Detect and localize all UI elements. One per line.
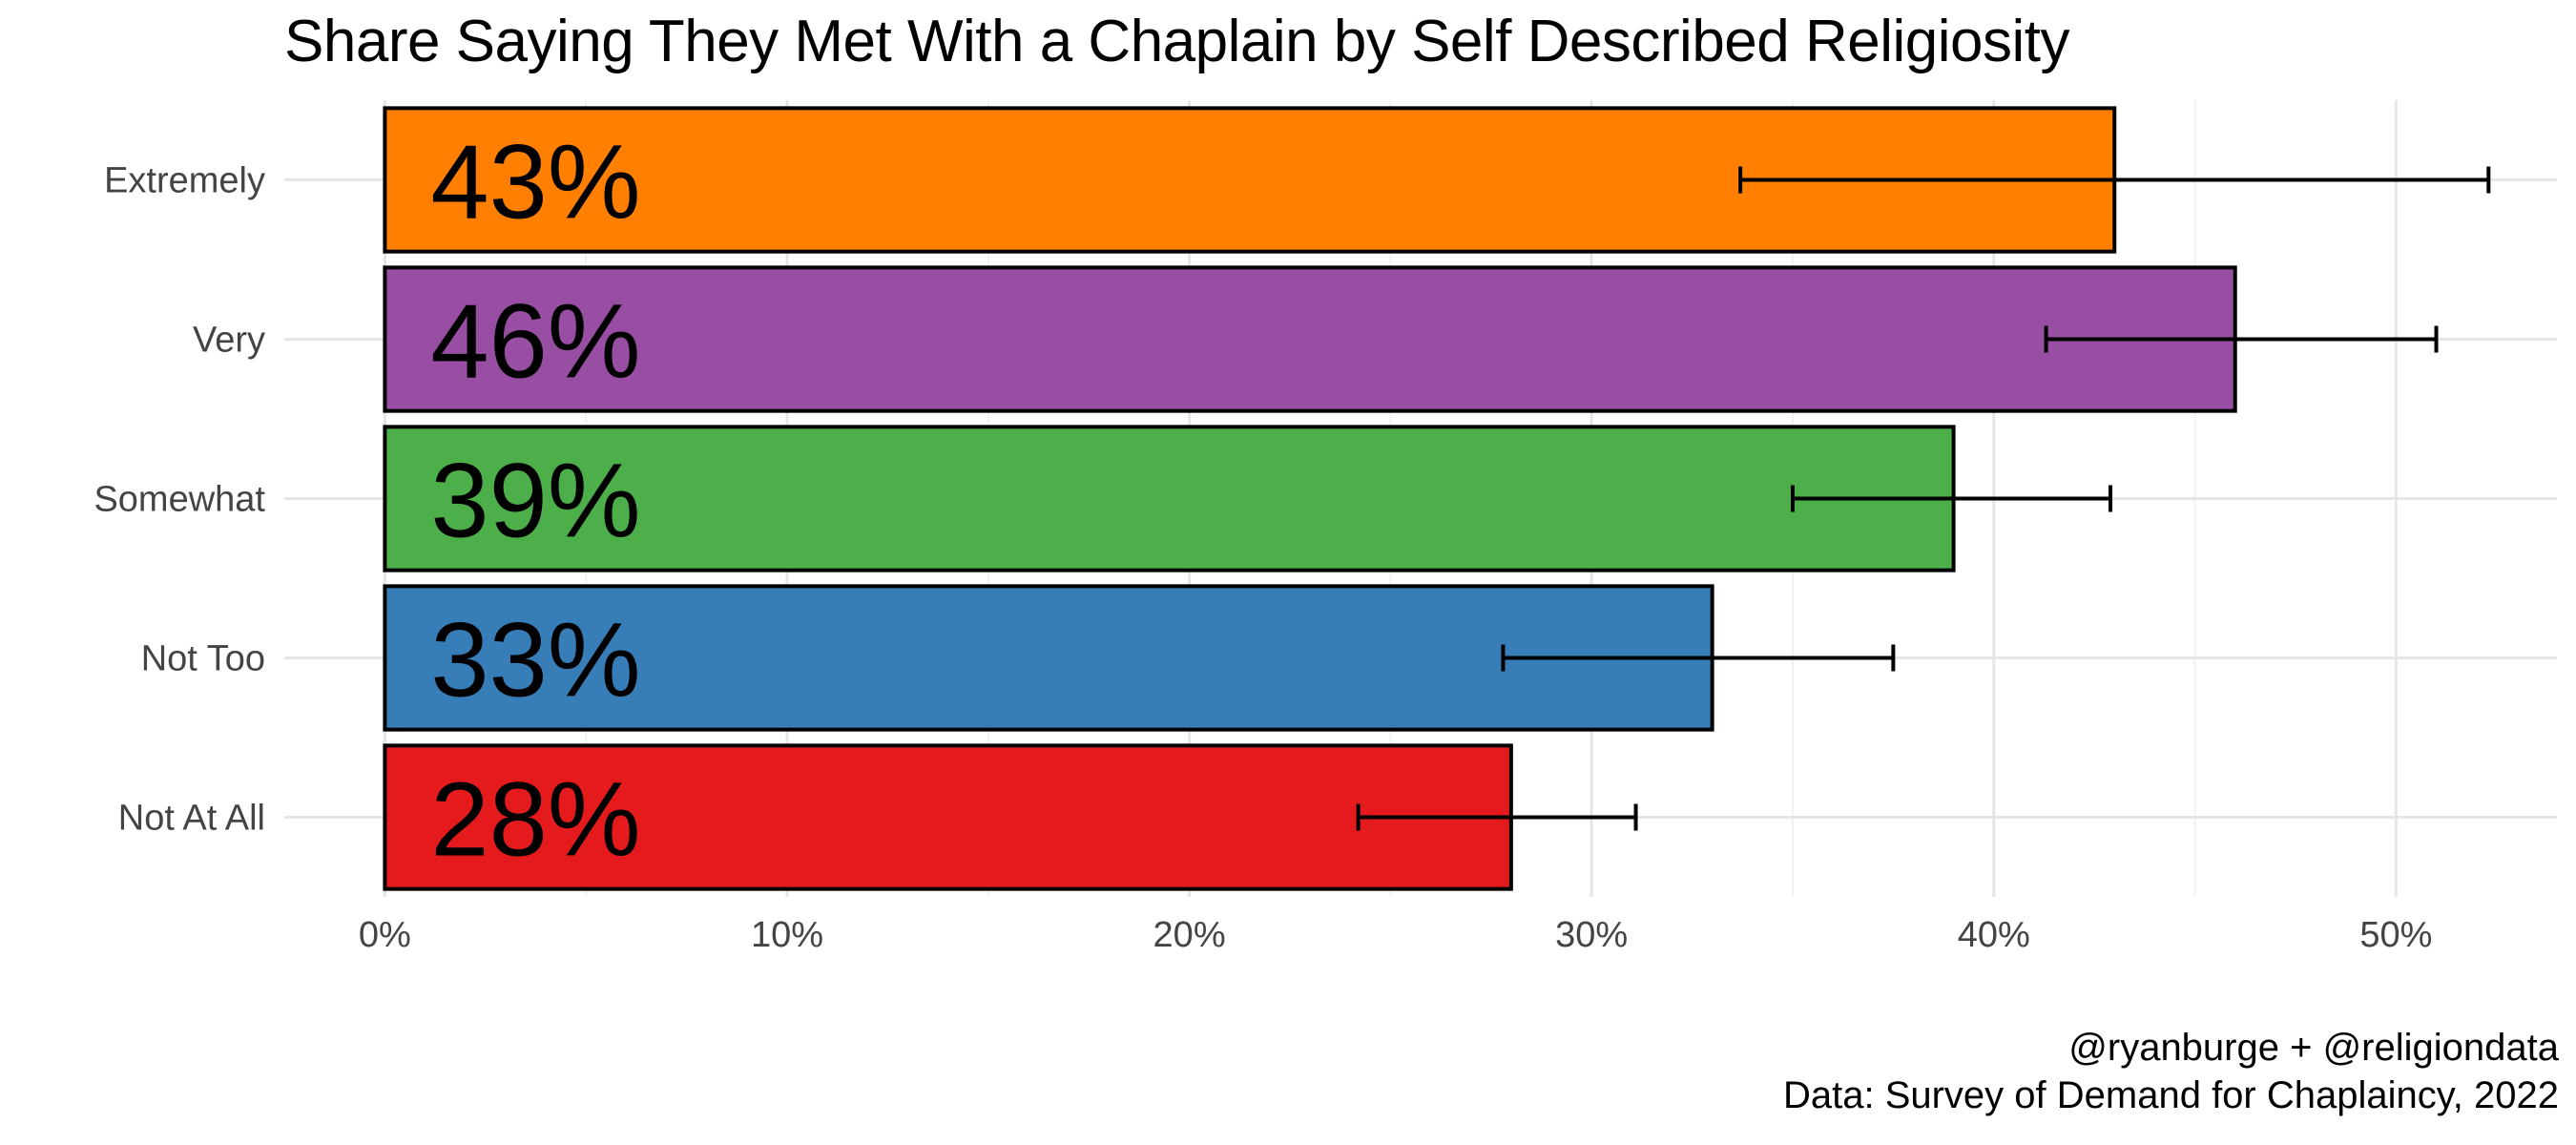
category-labels: Extremely Very Somewhat Not Too Not At All	[93, 161, 265, 839]
error-bar	[1501, 644, 1896, 672]
error-bar	[1738, 166, 2491, 194]
x-tick-label: 50%	[2359, 915, 2432, 955]
bars	[383, 106, 2237, 891]
x-tick-label: 40%	[1958, 915, 2030, 955]
value-labels: 43% 46% 39% 33% 28%	[430, 124, 640, 879]
caption-source: Data: Survey of Demand for Chaplaincy, 2…	[1782, 1074, 2559, 1116]
category-label: Not Too	[141, 639, 265, 679]
category-label: Not At All	[118, 799, 265, 839]
bar-somewhat	[383, 425, 1956, 572]
bar-not-too	[383, 584, 1714, 732]
value-label: 39%	[430, 443, 640, 560]
value-label: 28%	[430, 761, 640, 879]
value-label: 43%	[430, 124, 640, 241]
category-label: Very	[193, 321, 265, 361]
x-tick-label: 20%	[1153, 915, 1226, 955]
caption-credit: @ryanburge + @religiondata	[2068, 1027, 2559, 1069]
error-bar	[1790, 485, 2113, 512]
chart-title: Share Saying They Met With a Chaplain by…	[284, 9, 2070, 74]
value-label: 46%	[430, 283, 640, 401]
bar-not-at-all	[383, 743, 1513, 891]
value-label: 33%	[430, 602, 640, 719]
error-bar	[2044, 325, 2439, 353]
x-axis-tick-labels: 0% 10% 20% 30% 40% 50%	[359, 915, 2432, 955]
error-bars	[1356, 166, 2491, 831]
category-label: Somewhat	[93, 480, 265, 520]
bar-very	[383, 265, 2237, 413]
x-tick-label: 30%	[1555, 915, 1628, 955]
error-bar	[1356, 803, 1638, 831]
x-tick-label: 10%	[751, 915, 823, 955]
category-label: Extremely	[104, 161, 265, 201]
x-tick-label: 0%	[359, 915, 411, 955]
